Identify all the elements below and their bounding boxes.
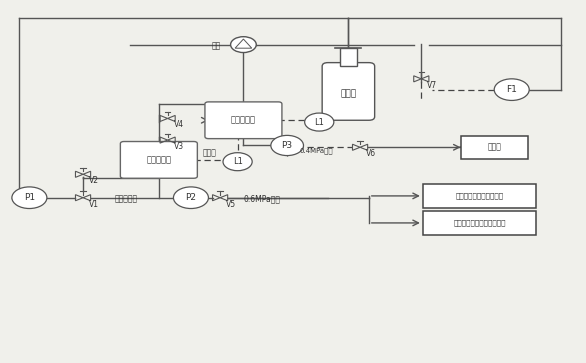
FancyBboxPatch shape <box>205 102 282 139</box>
Text: 高温水: 高温水 <box>203 148 216 158</box>
FancyBboxPatch shape <box>322 63 374 120</box>
Circle shape <box>494 79 529 101</box>
Text: 热水: 热水 <box>212 41 220 50</box>
Text: P2: P2 <box>185 193 196 202</box>
Text: 精馏塔: 精馏塔 <box>488 143 501 152</box>
Circle shape <box>305 113 334 131</box>
Circle shape <box>173 187 209 208</box>
Circle shape <box>223 153 252 171</box>
Text: P3: P3 <box>282 141 293 150</box>
FancyBboxPatch shape <box>120 142 197 178</box>
Text: V2: V2 <box>89 176 99 185</box>
Text: V3: V3 <box>173 142 183 151</box>
Bar <box>423 184 537 208</box>
Text: V7: V7 <box>427 81 437 90</box>
Text: 0.4MPa蒸汽: 0.4MPa蒸汽 <box>300 147 333 154</box>
Text: V4: V4 <box>173 121 183 130</box>
Text: 还原过热器、单炉加热器: 还原过热器、单炉加热器 <box>455 193 504 199</box>
Text: L1: L1 <box>314 118 324 127</box>
Text: 二次闪蒸罐: 二次闪蒸罐 <box>231 116 256 125</box>
Text: 高温冷却水: 高温冷却水 <box>115 194 138 203</box>
Bar <box>340 48 356 66</box>
Circle shape <box>231 37 256 53</box>
Text: V6: V6 <box>366 149 376 158</box>
Text: L1: L1 <box>233 157 243 166</box>
Circle shape <box>12 187 47 208</box>
Bar <box>461 135 528 159</box>
Text: V5: V5 <box>226 200 236 209</box>
Circle shape <box>271 135 304 156</box>
Text: 还原炉: 还原炉 <box>340 89 356 98</box>
Text: P1: P1 <box>24 193 35 202</box>
Text: 一次闪蒸罐: 一次闪蒸罐 <box>146 155 171 164</box>
Text: F1: F1 <box>506 85 517 94</box>
Text: 冷氢化汽化器、循环脱盐水: 冷氢化汽化器、循环脱盐水 <box>454 220 506 226</box>
Text: 0.6MPa蒸汽: 0.6MPa蒸汽 <box>243 194 281 203</box>
Text: V1: V1 <box>89 200 99 209</box>
Bar <box>423 211 537 235</box>
